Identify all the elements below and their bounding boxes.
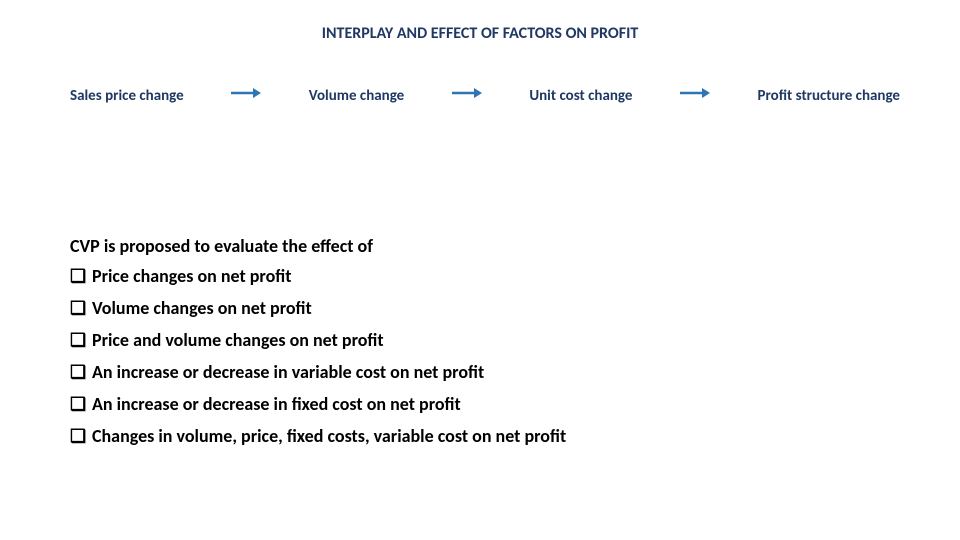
flow-item-sales-price: Sales price change	[70, 87, 184, 105]
flow-item-unit-cost: Unit cost change	[529, 87, 632, 105]
arrow-icon	[680, 86, 710, 105]
intro-text: CVP is proposed to evaluate the effect o…	[70, 235, 900, 257]
list-item: Price changes on net profit	[70, 265, 900, 287]
body-content: CVP is proposed to evaluate the effect o…	[70, 235, 900, 457]
list-item: Changes in volume, price, fixed costs, v…	[70, 425, 900, 447]
arrow-icon	[231, 86, 261, 105]
arrow-icon	[452, 86, 482, 105]
factor-flow-row: Sales price change Volume change Unit co…	[70, 86, 900, 105]
flow-item-profit-structure: Profit structure change	[758, 87, 900, 105]
flow-item-volume: Volume change	[309, 87, 404, 105]
list-item: An increase or decrease in fixed cost on…	[70, 393, 900, 415]
list-item: Price and volume changes on net profit	[70, 329, 900, 351]
slide-title: INTERPLAY AND EFFECT OF FACTORS ON PROFI…	[0, 24, 960, 43]
bullet-list: Price changes on net profit Volume chang…	[70, 265, 900, 447]
list-item: Volume changes on net profit	[70, 297, 900, 319]
list-item: An increase or decrease in variable cost…	[70, 361, 900, 383]
